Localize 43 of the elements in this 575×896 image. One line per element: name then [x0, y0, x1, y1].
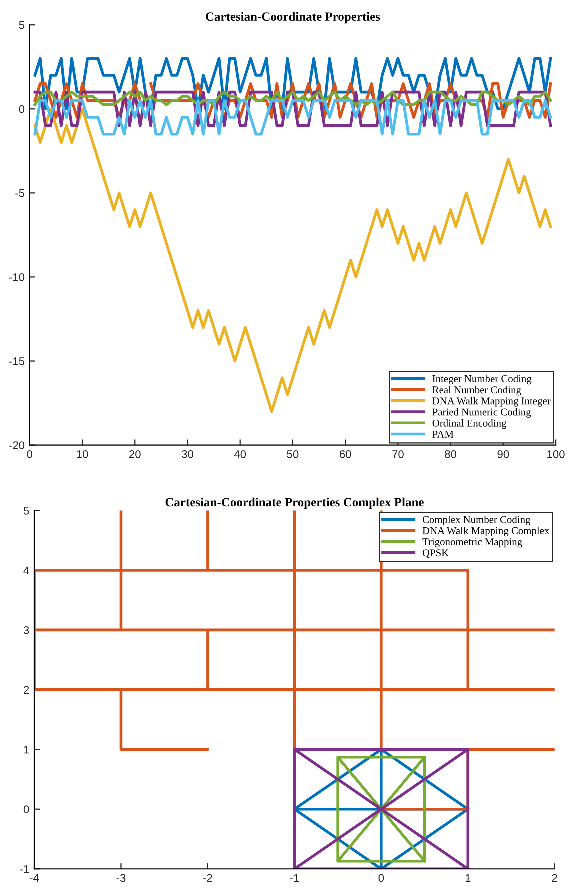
x-tick-label: 20: [130, 450, 141, 458]
legend-label: PAM: [432, 431, 454, 438]
y-tick-label: 3: [24, 626, 30, 634]
x-tick-label: 10: [77, 450, 88, 458]
y-tick-label: 1: [24, 746, 30, 754]
y-tick-label: 5: [19, 21, 25, 30]
x-tick-label: -4: [30, 874, 40, 882]
x-tick-label: 90: [498, 450, 510, 458]
x-tick-label: -3: [116, 874, 126, 882]
x-tick-label: 100: [548, 450, 565, 458]
x-tick-label: 40: [234, 450, 246, 458]
legend-label: DNA Walk Mapping Complex: [422, 527, 550, 537]
y-tick-label: 2: [24, 686, 30, 694]
legend-label: Trigonometric Mapping: [422, 538, 522, 548]
legend-label: Paried Numeric Coding: [432, 408, 532, 418]
chart-title: Cartesian-Coordinate Properties: [206, 12, 380, 24]
legend-label: Ordinal Encoding: [432, 420, 507, 430]
y-tick-label: -10: [9, 273, 25, 282]
x-tick-label: 1: [466, 874, 471, 882]
legend-label: Complex Number Coding: [422, 516, 531, 526]
legend-label: DNA Walk Mapping Integer: [432, 397, 551, 407]
legend-label: QPSK: [422, 550, 450, 558]
x-tick-label: 50: [287, 450, 299, 458]
y-tick-label: -1: [20, 866, 30, 874]
x-tick-label: -1: [290, 874, 300, 882]
y-tick-label: 5: [24, 507, 30, 515]
y-tick-label: -20: [9, 442, 25, 450]
x-tick-label: 2: [552, 874, 558, 882]
y-tick-label: -5: [16, 190, 25, 198]
legend-label: Real Number Coding: [432, 386, 522, 396]
y-tick-label: 4: [24, 566, 30, 574]
x-tick-label: 30: [182, 450, 194, 458]
x-tick-label: 0: [378, 874, 384, 882]
y-tick-label: 0: [24, 806, 30, 814]
x-tick-label: 60: [340, 450, 352, 458]
x-tick-label: 70: [392, 450, 404, 458]
line-series: [34, 510, 555, 811]
legend-label: Integer Number Coding: [432, 375, 532, 385]
chart-title: Cartesian-Coordinate Properties Complex Plane: [166, 498, 424, 510]
x-tick-label: 80: [445, 450, 457, 458]
y-tick-label: 0: [19, 105, 25, 114]
y-tick-label: -15: [9, 358, 25, 366]
x-tick-label: -2: [204, 874, 212, 882]
